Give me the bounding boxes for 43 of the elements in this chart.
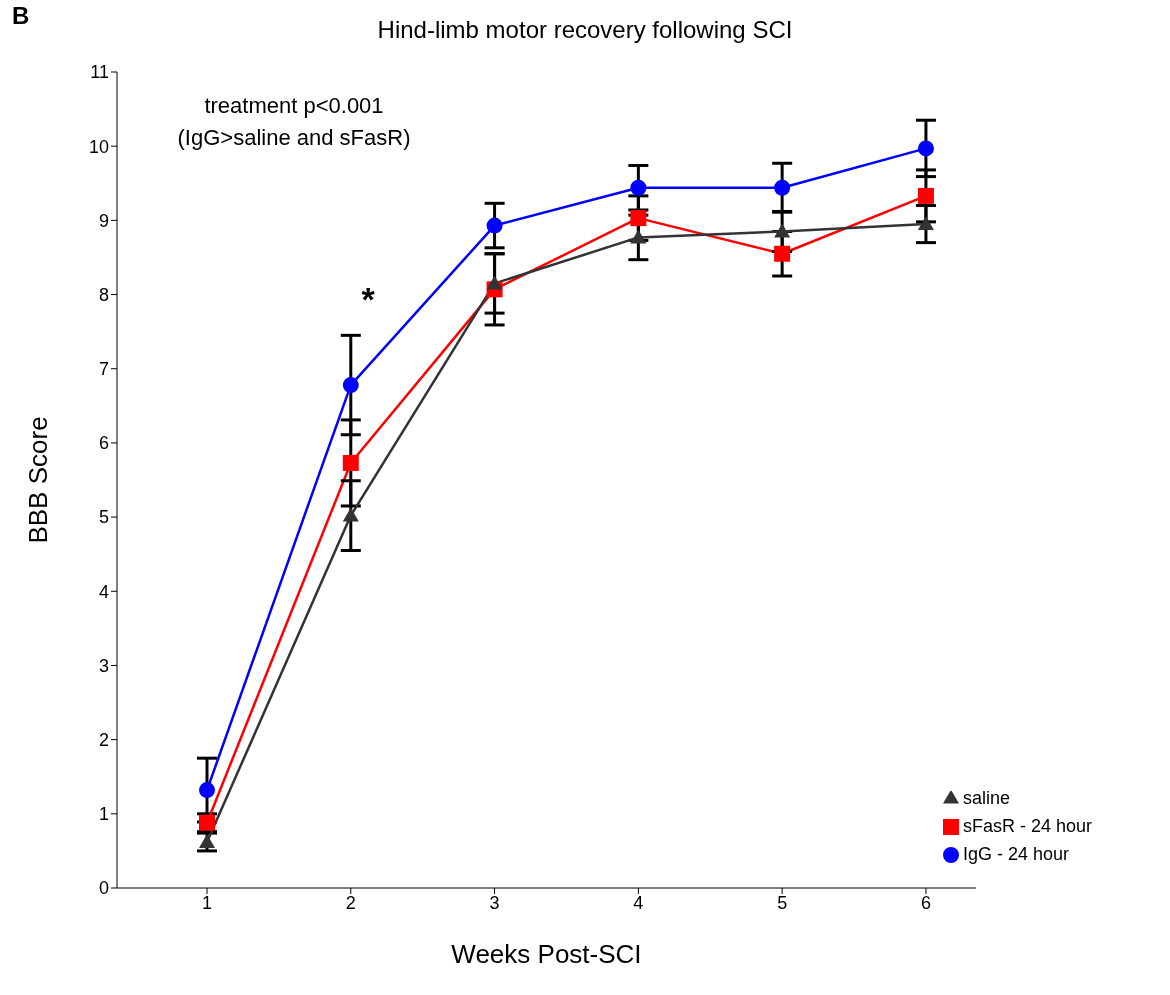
legend-label: IgG - 24 hour [962, 844, 1069, 864]
point [917, 216, 934, 231]
annotation: treatment p<0.001 [203, 92, 385, 120]
x-tick-label: 4 [633, 892, 644, 913]
y-tick-label: 1 [98, 804, 109, 825]
y-tick-label: 4 [98, 581, 109, 602]
annotation: * [360, 280, 376, 319]
legend-label: sFasR - 24 hour [962, 816, 1092, 836]
annotation: (IgG>saline and sFasR) [176, 124, 412, 152]
point [917, 140, 934, 157]
point [342, 507, 359, 522]
y-tick-label: 10 [88, 136, 109, 157]
y-tick-label: 3 [98, 655, 109, 676]
point [774, 223, 791, 238]
point [630, 179, 647, 196]
y-tick-label: 0 [98, 878, 109, 899]
y-tick-label: 8 [98, 284, 109, 305]
x-tick-label: 5 [777, 892, 788, 913]
x-axis-title: Weeks Post-SCI [451, 939, 642, 969]
y-tick-label: 2 [98, 730, 109, 751]
y-tick-label: 5 [98, 507, 109, 528]
point [486, 217, 503, 234]
point [342, 454, 359, 471]
x-tick-label: 1 [201, 892, 213, 913]
point [917, 187, 934, 204]
point [774, 245, 791, 262]
point [199, 782, 215, 799]
point [342, 377, 359, 394]
text: B [12, 2, 30, 30]
y-tick-label: 6 [98, 433, 109, 454]
point [486, 275, 503, 290]
point [630, 210, 647, 227]
chart-title: Hind-limb motor recovery following SCI [377, 16, 793, 43]
x-tick-label: 3 [489, 892, 500, 913]
x-tick-label: 6 [920, 892, 931, 913]
y-tick-label: 7 [98, 359, 109, 380]
y-axis-title: BBB Score [23, 416, 54, 544]
x-tick-label: 2 [345, 892, 356, 913]
point [630, 229, 647, 244]
y-tick-label: 11 [90, 62, 109, 83]
y-tick-label: 9 [98, 210, 109, 231]
legend-label: saline [962, 788, 1010, 808]
point [774, 179, 791, 196]
